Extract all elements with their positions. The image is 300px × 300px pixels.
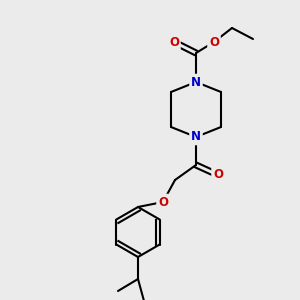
Text: O: O	[169, 35, 179, 49]
Text: O: O	[209, 35, 219, 49]
Text: O: O	[213, 169, 223, 182]
Text: O: O	[158, 196, 168, 208]
Text: N: N	[191, 76, 201, 88]
Text: N: N	[191, 130, 201, 143]
